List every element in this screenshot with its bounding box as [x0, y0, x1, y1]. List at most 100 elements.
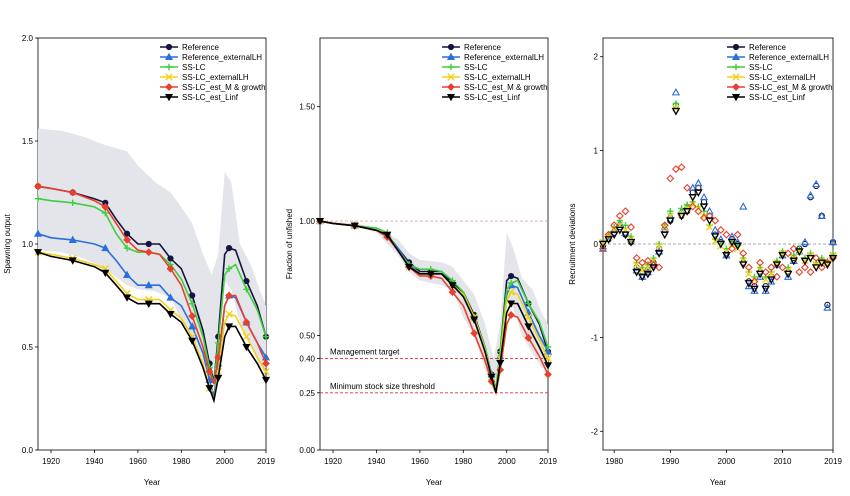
series-reference-externallh [598, 87, 838, 311]
data-point [188, 300, 196, 307]
data-point [487, 373, 496, 381]
legend-label: Reference [749, 43, 786, 52]
data-point [242, 343, 251, 352]
legend-label: SS-LC_est_Linf [182, 93, 239, 102]
data-point [654, 250, 664, 258]
data-point [824, 301, 831, 309]
y-tick-label: 0.0 [22, 446, 34, 455]
data-point [812, 179, 821, 188]
y-tick-label: 2 [594, 53, 599, 62]
y-tick-label: 0.5 [22, 343, 34, 352]
data-point [621, 207, 630, 216]
series-ss-lc-est-m-growth [34, 182, 270, 385]
data-point [544, 370, 552, 379]
data-point [507, 311, 515, 319]
series-line [37, 197, 267, 385]
reference-line-label: Minimum stock size threshold [330, 382, 435, 391]
data-point [621, 231, 630, 240]
x-tick-label: 1920 [324, 457, 342, 466]
data-point [671, 165, 680, 174]
data-point [739, 249, 748, 258]
data-point [242, 318, 251, 327]
legend-label: Reference_externalLH [749, 53, 829, 62]
data-point [755, 272, 765, 280]
data-point [262, 368, 270, 376]
data-point [101, 243, 110, 252]
x-tick-label: 1990 [661, 457, 679, 466]
data-point [34, 195, 42, 202]
data-point [627, 223, 636, 232]
data-point [615, 211, 624, 220]
legend-label: Reference [182, 43, 219, 52]
data-point [637, 273, 647, 282]
legend-label: Reference_externalLH [182, 53, 262, 62]
data-point [122, 294, 132, 302]
legend-label: SS-LC_est_M & growth [464, 83, 548, 92]
y-tick-label: 0.50 [299, 332, 315, 341]
plot-frame [319, 37, 549, 451]
x-tick-label: 1920 [42, 457, 60, 466]
data-point [68, 235, 77, 243]
legend-marker [447, 73, 455, 81]
data-point [167, 255, 174, 262]
data-point [188, 312, 197, 321]
y-tick-label: 0 [594, 240, 599, 249]
data-point [448, 282, 457, 290]
data-point [705, 223, 714, 231]
data-point [638, 258, 647, 267]
data-point [315, 218, 325, 226]
data-point [828, 237, 838, 246]
data-point [101, 203, 110, 211]
x-tick-label: 1980 [454, 457, 472, 466]
data-point [426, 270, 435, 278]
data-point [604, 236, 613, 244]
data-point [609, 231, 619, 240]
legend-marker [732, 73, 740, 81]
data-point [524, 323, 533, 331]
y-axis-title: Fraction of unfished [285, 209, 294, 279]
data-point [672, 100, 680, 107]
legend-marker [165, 43, 173, 51]
data-point [761, 285, 770, 294]
data-point [33, 229, 43, 237]
y-tick-label: 1 [594, 146, 599, 155]
data-point [710, 233, 720, 242]
data-point [828, 254, 838, 263]
y-tick-label: 1.5 [22, 137, 34, 146]
x-tick-label: 2019 [539, 457, 557, 466]
data-point [783, 272, 793, 280]
x-tick-label: 1960 [129, 457, 147, 466]
legend-label: Reference_externalLH [464, 53, 544, 62]
data-point [34, 182, 42, 191]
x-tick-label: 2000 [216, 457, 234, 466]
series-ss-lc [34, 195, 270, 385]
data-point [694, 189, 703, 198]
data-point [525, 300, 532, 307]
data-point [448, 288, 457, 296]
data-point [744, 263, 753, 272]
data-point [496, 359, 505, 368]
data-point [123, 230, 131, 237]
data-point [188, 337, 197, 346]
fraction-unfished-panel: Management target Minimum stock size thre… [285, 37, 557, 487]
legend-marker [732, 83, 740, 91]
data-point [604, 230, 613, 239]
data-point [214, 374, 223, 383]
data-point [123, 244, 131, 252]
data-point [243, 286, 250, 293]
data-point [225, 265, 233, 272]
data-point [661, 223, 669, 231]
data-point [755, 270, 765, 279]
series-line [37, 251, 267, 401]
legend-marker [164, 52, 174, 61]
data-point [789, 244, 798, 253]
data-point [33, 249, 43, 257]
data-point [524, 313, 533, 321]
data-point [756, 258, 765, 267]
x-tick-label: 2019 [257, 457, 275, 466]
data-point [166, 264, 175, 273]
legend-marker [731, 52, 741, 61]
data-point [789, 257, 799, 266]
data-point [800, 263, 809, 272]
data-point [262, 359, 270, 368]
